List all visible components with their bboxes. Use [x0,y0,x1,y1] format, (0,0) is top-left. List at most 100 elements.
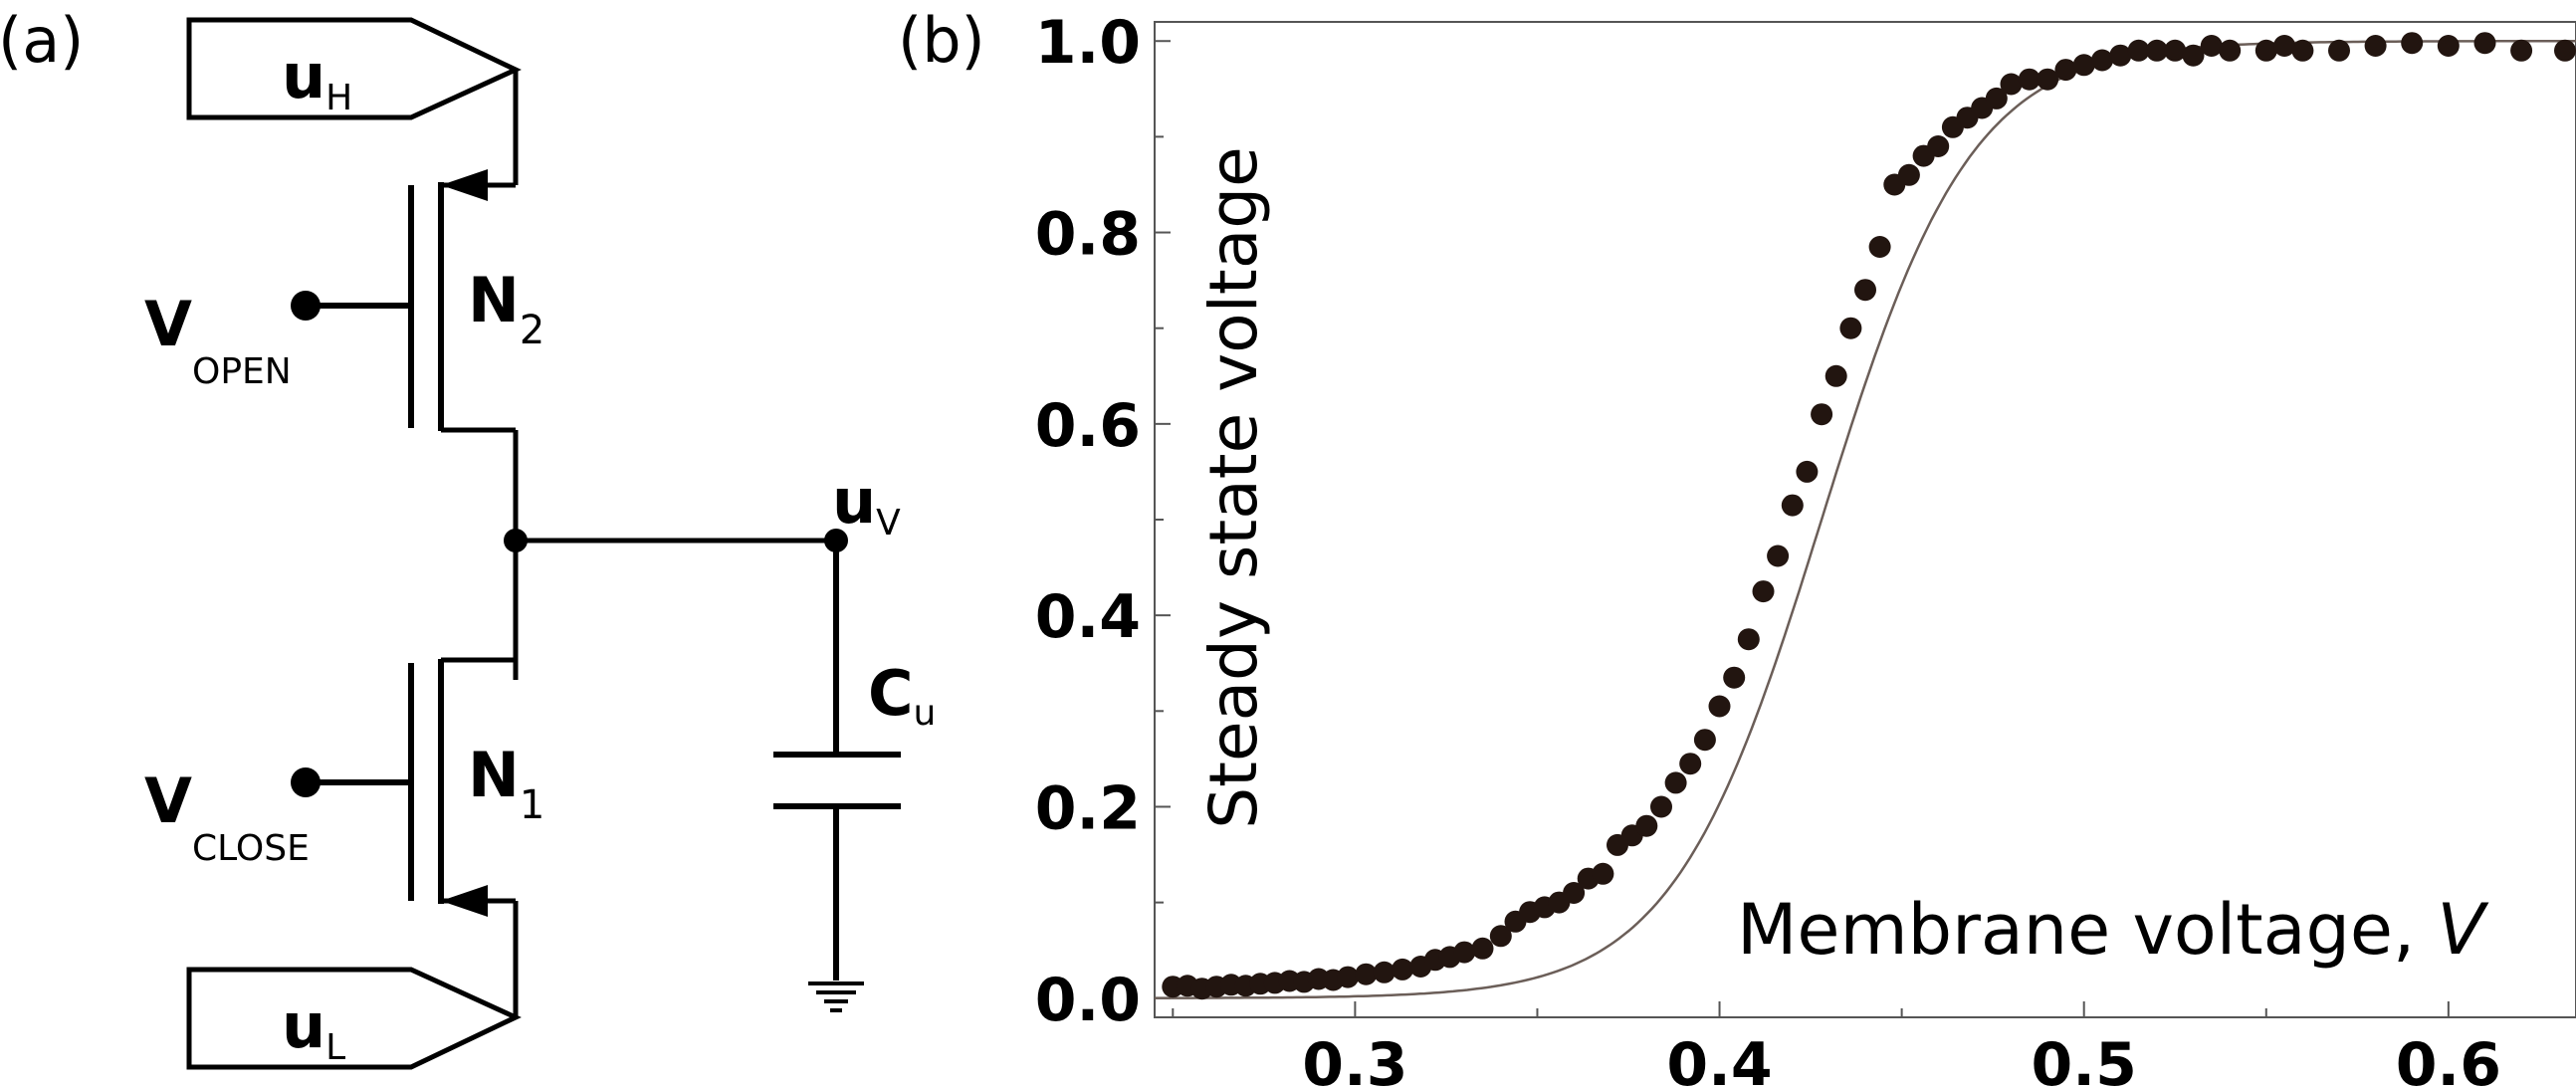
data-point [2072,54,2095,77]
capacitor-label: Cu [868,657,936,734]
data-point [1650,795,1672,818]
data-point [1781,494,1804,517]
x-tick-label: 0.4 [1666,1030,1772,1090]
transistor-n1-main: N [468,739,520,811]
data-point [1985,87,2008,109]
bottom-port-label: uL [282,989,345,1068]
data-point [1664,771,1687,794]
data-point [1897,163,1920,186]
bottom-port-main: u [282,989,325,1062]
data-point [1373,961,1395,983]
bottom-port-sub: L [325,1027,345,1068]
data-point [2164,39,2187,62]
data-point [2145,39,2168,62]
data-point [1635,814,1658,837]
top-port-main: u [282,40,325,112]
data-point [2254,39,2277,62]
data-point [1868,236,1891,258]
data-point [1489,925,1512,948]
chart-panel: (b) 0.0 0.2 0.4 0.6 0.8 1.0 0.3 0.4 0.5 0.6 Membr… [898,4,2576,1090]
transistor-n1-label: N1 [468,739,544,828]
data-point [2127,39,2150,62]
x-tick-label: 0.3 [1302,1030,1407,1090]
data-point [1737,628,1760,651]
gate-top-terminal [291,291,321,321]
gate-bottom-sub: CLOSE [192,828,310,869]
upper-wiring [438,70,519,680]
top-port-sub: H [325,78,352,118]
transistor-n2 [306,182,444,431]
data-point [1592,862,1614,885]
capacitor-main: C [868,657,914,730]
x-tick-label: 0.5 [2032,1030,2137,1090]
data-point [1693,729,1716,752]
top-port-label: uH [282,40,352,118]
fit-curve [1155,40,2576,999]
y-tick-label: 0.4 [1035,582,1141,652]
data-point [2473,32,2496,55]
data-point [1355,963,1378,985]
bottom-port-shape [186,967,522,1070]
gate-top-label: VOPEN [144,288,292,392]
gate-top-main: V [144,288,192,360]
data-point [1708,695,1731,718]
node-main: u [832,465,876,538]
transistor-n2-sub: 2 [520,308,544,353]
x-tick-label: 0.6 [2396,1030,2501,1090]
data-point [2328,39,2350,62]
transistor-n2-main: N [468,264,520,336]
y-tick-label: 0.0 [1035,966,1141,1035]
data-point [1392,958,1413,981]
data-point [1811,403,1833,426]
circuit-panel: (a) uH VOPEN N2 [0,4,936,1070]
y-tick-label: 0.2 [1035,773,1141,843]
data-point [2554,39,2576,62]
transistor-n1-sub: 1 [520,782,544,828]
ground-icon [808,981,864,1012]
top-arrow-icon [441,169,488,201]
data-point [2018,68,2040,91]
data-point [1796,460,1819,483]
y-tick-label: 1.0 [1035,8,1141,78]
data-points [1162,32,2576,1000]
data-point [2000,73,2023,96]
data-point [2091,49,2113,72]
data-point [2437,35,2460,57]
panel-a-label: (a) [0,4,84,77]
y-tick-label: 0.6 [1035,391,1141,461]
data-point [1825,364,1847,387]
data-point [2109,44,2132,67]
gate-bottom-main: V [144,764,192,837]
data-point [1563,882,1586,904]
data-point [2037,68,2059,91]
data-point [1679,753,1702,775]
fit-layer [1155,40,2576,999]
data-point [1752,580,1775,603]
data-point [1723,666,1746,689]
data-point [1337,966,1360,988]
plot-frame [1154,21,2576,1018]
transistor-n2-label: N2 [468,264,544,353]
gate-top-sub: OPEN [192,351,292,392]
data-point [2219,39,2242,62]
data-point [2200,35,2223,57]
axis-ticks [1155,40,2450,1017]
transistor-n1 [306,659,444,904]
data-point [1767,545,1790,567]
data-point [1854,279,1876,302]
panel-b-label: (b) [898,4,985,77]
data-point [1453,941,1476,964]
bottom-arrow-icon [441,885,488,917]
data-point [2182,44,2205,67]
x-axis-label: Membrane voltage, V [1737,889,2489,971]
data-point [2401,32,2424,55]
data-point [2273,35,2296,57]
y-axis-label: Steady state voltage [1195,146,1272,829]
data-point [2510,39,2533,62]
data-point [2054,59,2077,82]
data-point [1927,135,1950,157]
capacitor-symbol [773,541,901,981]
node-label: uV [832,465,901,544]
x-axis-label-variable: V [2438,889,2489,971]
